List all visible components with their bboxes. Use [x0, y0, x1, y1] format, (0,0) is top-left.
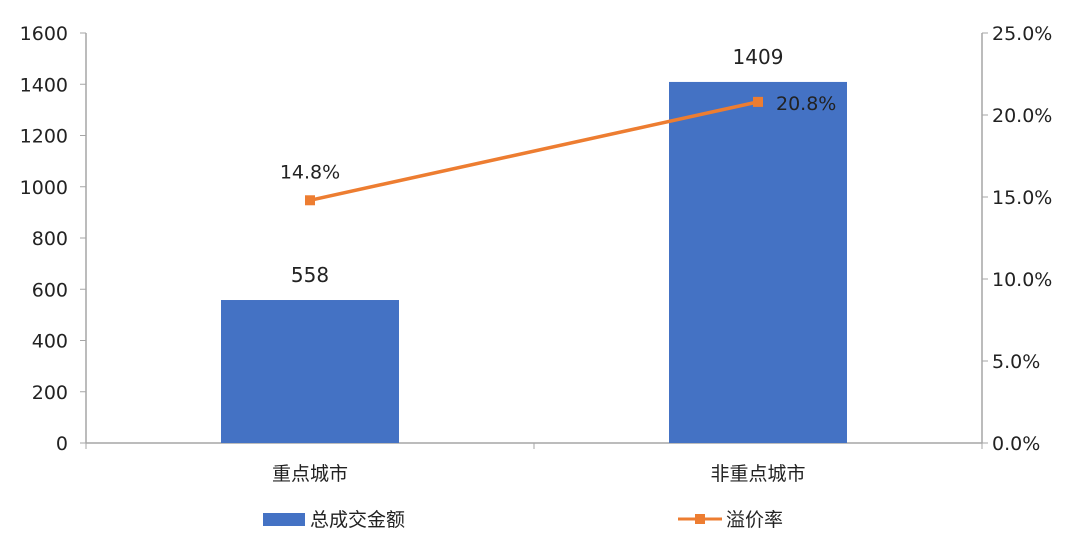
left-tick-label: 1000 [20, 177, 68, 199]
line-marker [753, 96, 763, 107]
left-tick-label: 200 [32, 382, 68, 404]
legend-swatch-bar [263, 513, 305, 526]
bar-data-label: 1409 [733, 45, 784, 69]
right-tick-label: 5.0% [992, 351, 1040, 373]
legend: 总成交金额 溢价率 [263, 509, 783, 531]
line-data-label: 14.8% [280, 161, 340, 183]
right-tick-label: 15.0% [992, 187, 1052, 209]
line-data-label: 20.8% [776, 93, 836, 115]
line-series [309, 100, 759, 202]
left-tick-label: 400 [32, 331, 68, 353]
legend-swatch-marker [695, 514, 705, 524]
legend-label-bar: 总成交金额 [310, 509, 405, 531]
line-marker [305, 195, 315, 206]
bar-data-label: 558 [291, 263, 329, 287]
legend-label-line: 溢价率 [726, 509, 783, 531]
bar [221, 300, 399, 443]
left-tick-label: 1600 [20, 23, 68, 45]
left-tick-label: 1200 [20, 126, 68, 148]
left-tick-label: 800 [32, 228, 68, 250]
x-tick-label: 非重点城市 [710, 463, 805, 485]
right-tick-label: 20.0% [992, 105, 1052, 127]
left-tick-label: 0 [56, 433, 68, 455]
right-tick-label: 0.0% [992, 433, 1040, 455]
right-tick-label: 10.0% [992, 269, 1052, 291]
x-tick-label: 重点城市 [272, 463, 348, 485]
right-tick-label: 25.0% [992, 23, 1052, 45]
bar [669, 81, 847, 443]
left-tick-label: 1400 [20, 74, 68, 96]
left-tick-label: 600 [32, 279, 68, 301]
